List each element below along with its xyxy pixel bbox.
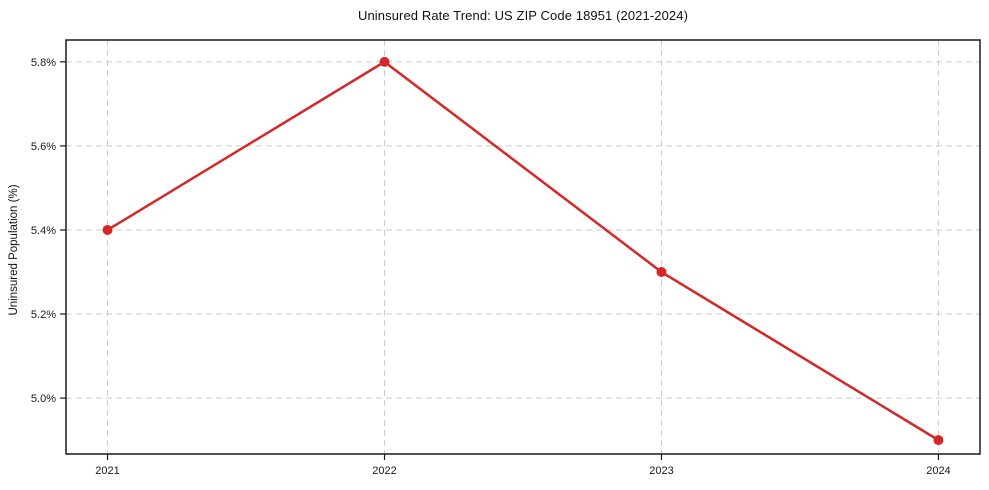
x-tick-label: 2022 <box>372 465 396 477</box>
y-tick-label: 5.6% <box>31 141 56 153</box>
data-point <box>379 56 390 67</box>
plot-border <box>65 39 981 455</box>
trend-line <box>106 60 940 442</box>
data-point <box>933 435 944 446</box>
y-tick-label: 5.8% <box>31 57 56 69</box>
y-tick-label: 5.4% <box>31 225 56 237</box>
chart-title: Uninsured Rate Trend: US ZIP Code 18951 … <box>357 8 689 23</box>
x-tick-label: 2021 <box>95 465 119 477</box>
data-point <box>102 224 113 235</box>
y-tick-label: 5.2% <box>31 309 56 321</box>
x-tick-label: 2024 <box>926 465 950 477</box>
data-point <box>656 267 667 278</box>
x-tick-label: 2023 <box>649 465 673 477</box>
y-tick-label: 5.0% <box>31 393 56 405</box>
